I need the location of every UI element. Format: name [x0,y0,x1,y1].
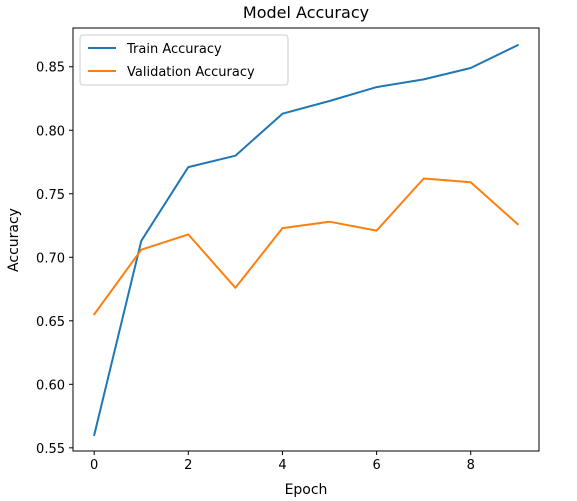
legend-label-train-accuracy: Train Accuracy [126,42,222,57]
x-tick-label: 0 [90,458,98,473]
series-line-train-accuracy [93,44,519,437]
x-tick-label: 6 [372,458,380,473]
y-tick-label: 0.85 [36,61,65,76]
y-axis-label: Accuracy [6,208,22,272]
y-tick-label: 0.55 [36,442,65,457]
x-tick-label: 4 [278,458,286,473]
y-tick-label: 0.65 [36,315,65,330]
legend-box [79,34,289,86]
series-line-validation-accuracy [93,177,519,316]
y-tick-label: 0.75 [36,188,65,203]
x-axis-label: Epoch [285,482,328,497]
axes-layer: 0 2 4 6 8 0.55 0.60 0.65 0.70 0.75 0.80 0.85 [36,61,475,473]
y-tick-label: 0.70 [36,251,65,266]
plot-frame [72,27,540,452]
chart-title: Model Accuracy [243,3,369,22]
y-tick-label: 0.60 [36,378,65,393]
x-tick-label: 2 [184,458,192,473]
legend: Train Accuracy Validation Accuracy [79,34,289,86]
x-tick-label: 8 [467,458,475,473]
series-lines [93,44,519,437]
y-tick-label: 0.80 [36,124,65,139]
legend-label-validation-accuracy: Validation Accuracy [127,65,255,80]
